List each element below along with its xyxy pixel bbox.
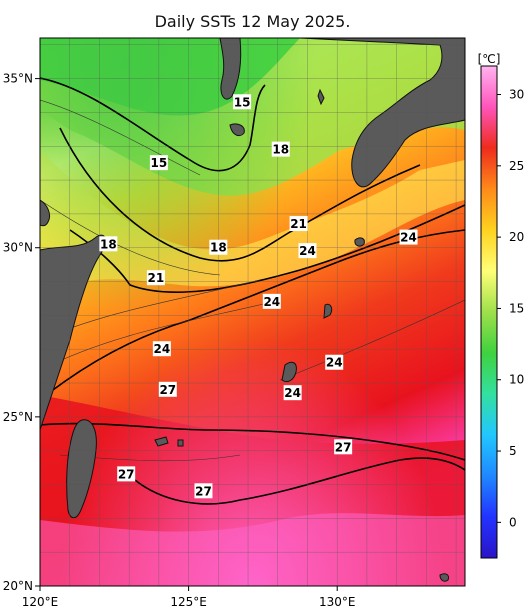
- colorbar-tick-label: 15: [509, 301, 524, 315]
- contour-label: 24: [325, 354, 344, 370]
- contour-label: 24: [298, 243, 317, 259]
- colorbar-tick-label: 0: [509, 515, 517, 529]
- contour-label: 24: [283, 385, 302, 401]
- china-coast-north: [39, 199, 51, 227]
- contour-label-text: 24: [263, 295, 280, 309]
- contour-label-text: 24: [284, 386, 301, 400]
- axis-ticks: 120°E 125°E 130°E 20°N 25°N 30°N 35°N: [3, 72, 356, 609]
- contour-label-text: 24: [154, 342, 171, 356]
- contour-label-text: 27: [195, 484, 212, 498]
- lat-tick-label: 20°N: [3, 579, 33, 593]
- contour-label-text: 24: [299, 244, 316, 258]
- contour-label-text: 21: [148, 271, 165, 285]
- contour-label: 24: [152, 341, 171, 357]
- lat-tick-label: 30°N: [3, 241, 33, 255]
- korean-peninsula: [219, 37, 242, 100]
- contour-label: 21: [146, 270, 165, 286]
- map-title: Daily SSTs 12 May 2025.: [154, 12, 351, 31]
- contour-label: 18: [209, 239, 228, 255]
- tsushima-island: [317, 88, 325, 106]
- contour-label: 27: [158, 381, 177, 397]
- graticule: [39, 38, 465, 587]
- okinawa-island: [281, 361, 297, 383]
- colorbar-tick-label: 5: [509, 444, 517, 458]
- contour-label-text: 24: [400, 231, 417, 245]
- south-island: [439, 573, 449, 582]
- lat-tick-label: 35°N: [3, 72, 33, 86]
- contour-label: 27: [334, 439, 353, 455]
- contour-label-text: 27: [159, 383, 176, 397]
- lat-tick-label: 25°N: [3, 410, 33, 424]
- isotherms: [40, 77, 465, 505]
- lon-tick-label: 130°E: [319, 595, 356, 609]
- colorbar-ticks: 0 5 10 15 20 25 30: [497, 88, 524, 529]
- contour-label: 27: [194, 483, 213, 499]
- contour-label-text: 15: [151, 156, 168, 170]
- contour-label: 15: [149, 155, 168, 171]
- yaeyama-islands: [154, 436, 184, 447]
- contour-labels: 15 15 18 18 18 21 21 24 24 24 24 24 24 27 27 27 27: [99, 94, 418, 499]
- contour-label-text: 21: [290, 217, 307, 231]
- contour-label-text: 27: [335, 440, 352, 454]
- colorbar-tick-label: 10: [509, 373, 524, 387]
- lon-tick-label: 125°E: [170, 595, 207, 609]
- map-frame: [39, 37, 466, 587]
- colorbar-tick-label: 30: [509, 88, 524, 102]
- jeju-island: [229, 123, 245, 137]
- contour-label-text: 18: [210, 241, 227, 255]
- amami-island: [354, 237, 365, 247]
- colorbar-unit: [℃]: [478, 52, 501, 66]
- contour-label: 18: [99, 236, 118, 252]
- contour-label: 27: [117, 466, 136, 482]
- china-coast: [39, 234, 106, 431]
- contour-label-text: 27: [118, 467, 135, 481]
- contour-label: 18: [271, 141, 290, 157]
- okinoerabu-island: [323, 303, 333, 319]
- contour-label-text: 24: [326, 356, 343, 370]
- colorbar: [℃] 0 5 10 15 20 25 30: [478, 52, 524, 559]
- contour-label-text: 18: [100, 237, 117, 251]
- contour-label: 15: [233, 94, 252, 110]
- contour-label: 24: [262, 293, 281, 309]
- contour-label-text: 15: [234, 95, 251, 109]
- colorbar-tick-label: 25: [509, 159, 524, 173]
- contour-label: 21: [289, 216, 308, 232]
- taiwan: [66, 419, 97, 519]
- colorbar-tick-label: 20: [509, 230, 524, 244]
- lon-tick-label: 120°E: [22, 595, 59, 609]
- contour-label-text: 18: [272, 143, 289, 157]
- contour-label: 24: [399, 229, 418, 245]
- colorbar-gradient: [480, 65, 498, 559]
